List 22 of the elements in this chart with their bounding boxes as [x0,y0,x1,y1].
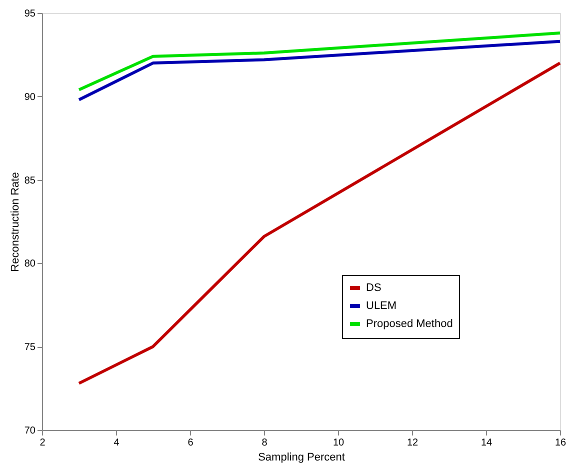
x-tick-label: 2 [40,438,46,448]
legend-label: ULEM [366,300,397,312]
y-axis-title: Reconstruction Rate [9,172,22,272]
y-tick-label: 80 [24,258,36,270]
x-tick-label: 12 [406,438,418,448]
line-series [78,32,562,92]
x-tick-label: 10 [332,438,344,448]
legend-label: Proposed Method [366,318,453,330]
x-tick-label: 4 [114,438,120,448]
y-tick-label: 85 [24,175,36,186]
x-tick-label: 16 [554,438,566,448]
y-tick-label: 75 [24,342,36,354]
y-tick-label: 95 [24,8,36,20]
x-tick-label: 8 [262,438,268,448]
y-tick-label: 90 [24,92,36,103]
x-axis-title: Sampling Percent [258,452,345,464]
y-tick-label: 70 [24,426,36,436]
x-tick-label: 14 [480,438,492,448]
line-series [78,62,562,385]
x-tick-label: 6 [188,438,194,448]
line-series [78,40,562,102]
legend-label: DS [366,282,382,294]
